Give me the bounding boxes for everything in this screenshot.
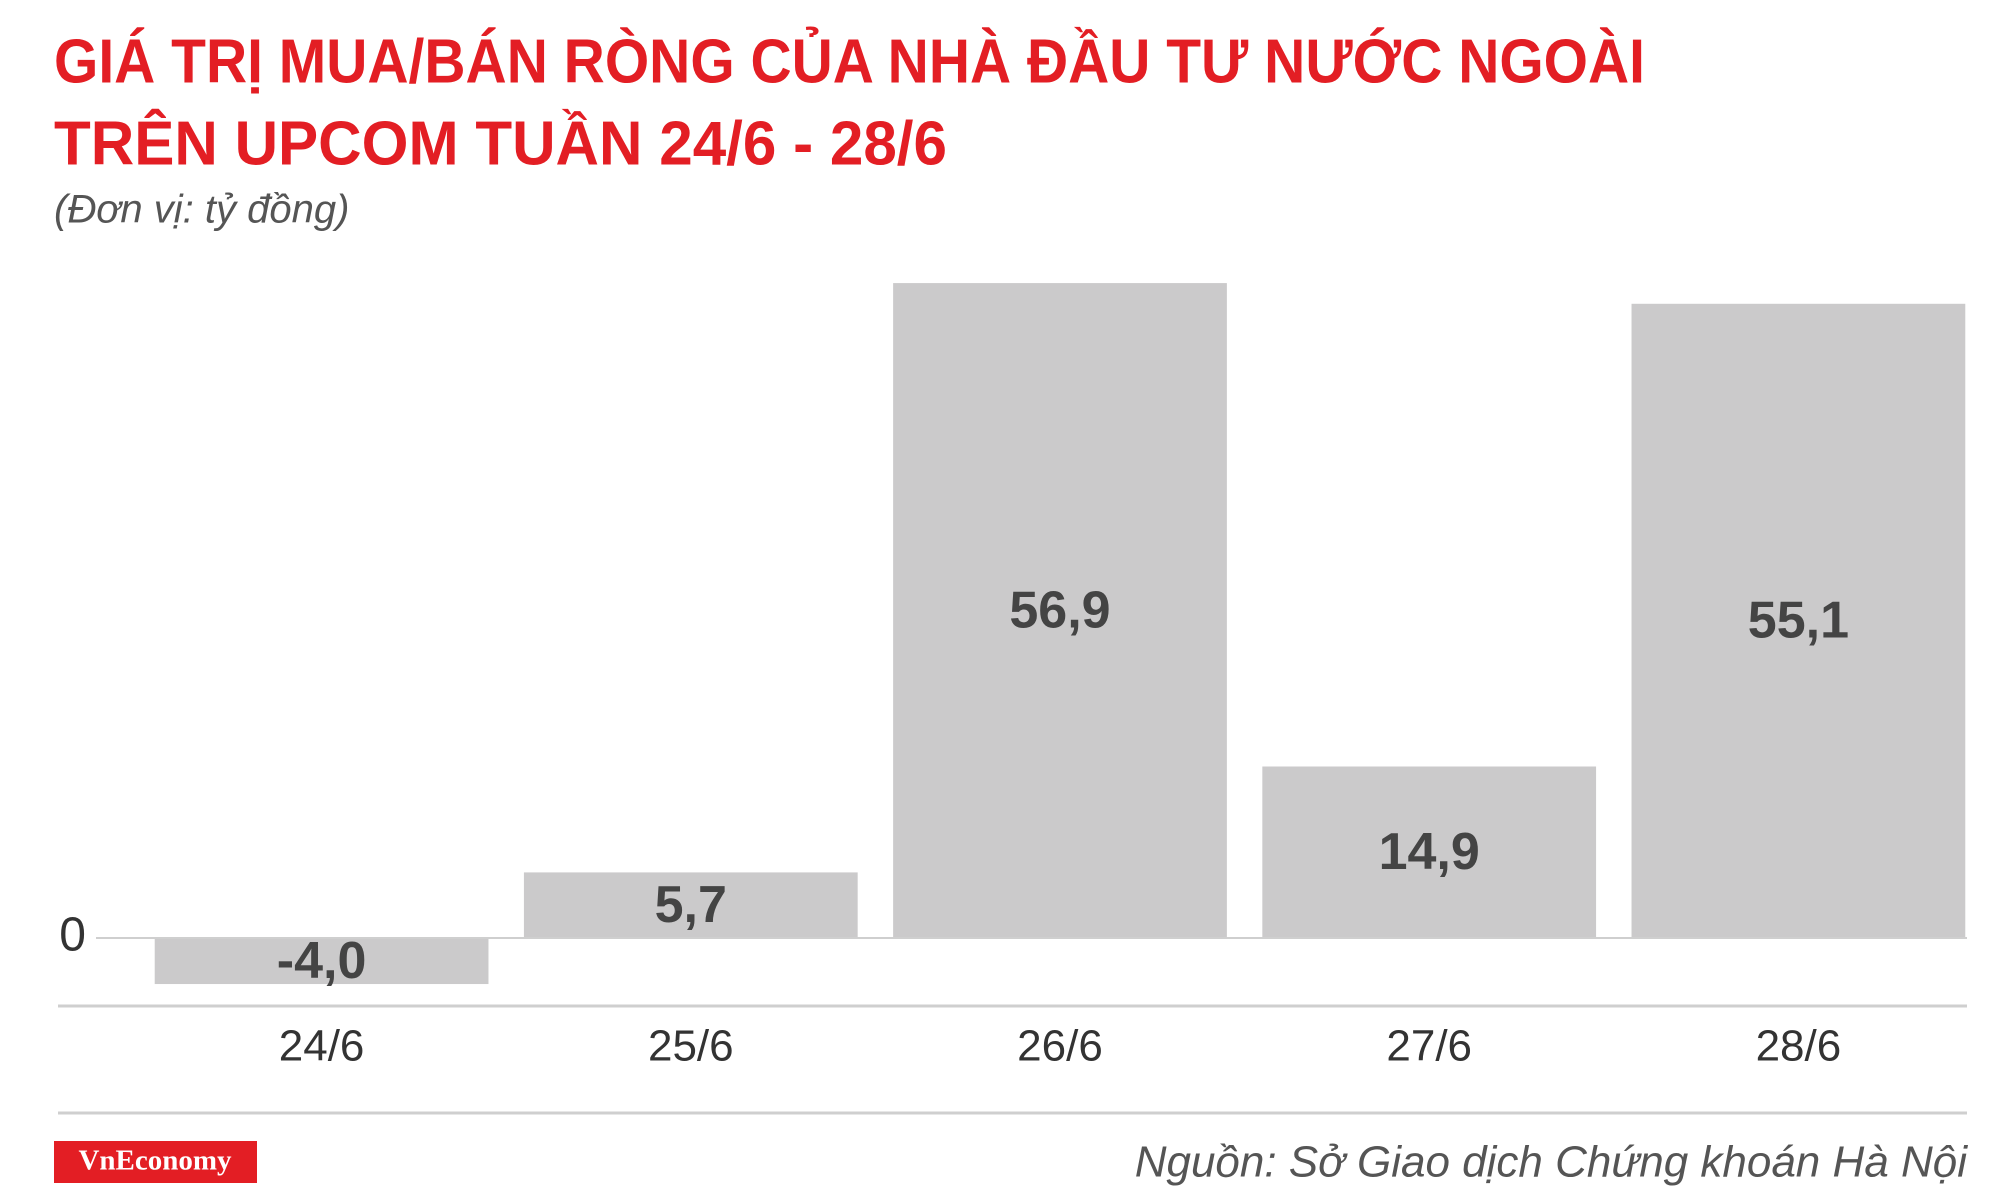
chart-title: GIÁ TRỊ MUA/BÁN RÒNG CỦA NHÀ ĐẦU TƯ NƯỚC… (54, 27, 1645, 96)
x-tick-label: 26/6 (1017, 1022, 1103, 1071)
data-label: -4,0 (277, 932, 367, 990)
bar (154, 938, 489, 985)
x-tick-label: 25/6 (648, 1022, 734, 1071)
bar (523, 872, 858, 938)
chart-title: TRÊN UPCOM TUẦN 24/6 - 28/6 (54, 109, 947, 178)
bar (1631, 303, 1966, 938)
data-label: 5,7 (655, 876, 727, 934)
chart-subtitle: (Đơn vị: tỷ đồng) (54, 188, 349, 232)
y-tick-label: 0 (59, 909, 86, 962)
logo: VnEconomy (78, 1145, 232, 1177)
x-tick-label: 24/6 (279, 1022, 365, 1071)
data-label: 55,1 (1748, 592, 1849, 650)
logo-box (54, 1141, 257, 1183)
data-label: 56,9 (1009, 581, 1110, 639)
bar (1262, 766, 1597, 938)
x-tick-label: 27/6 (1386, 1022, 1472, 1071)
x-tick-label: 28/6 (1756, 1022, 1842, 1071)
data-label: 14,9 (1379, 823, 1480, 881)
bar (893, 283, 1227, 938)
source-note: Nguồn: Sở Giao dịch Chứng khoán Hà Nội (1135, 1138, 1969, 1187)
